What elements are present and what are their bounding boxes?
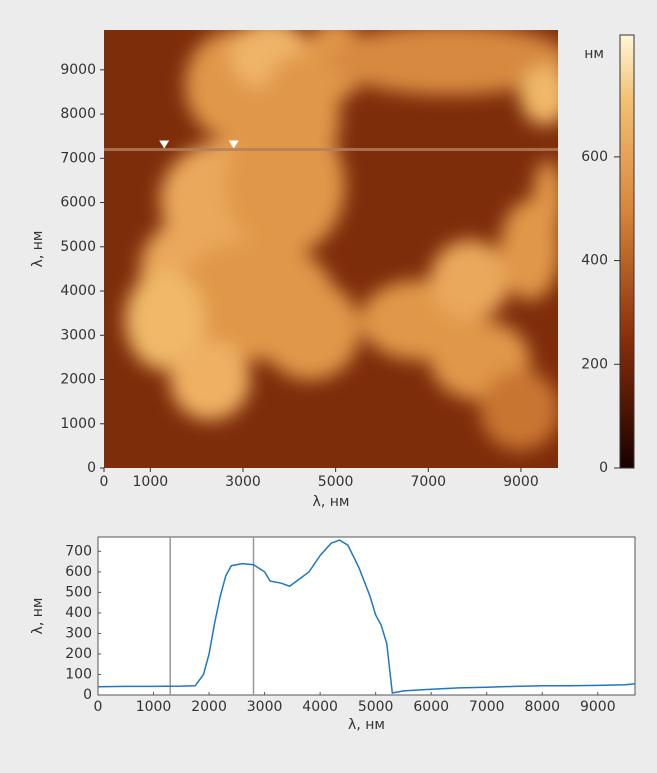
- x-tick-label: 1000: [133, 474, 169, 490]
- y-tick-label: 100: [65, 666, 92, 682]
- colorbar-tick-label: 600: [581, 149, 608, 165]
- profile-marker: [228, 140, 239, 149]
- y-tick-label: 700: [65, 543, 92, 559]
- colorbar-tick-label: 0: [599, 460, 608, 476]
- x-tick-label: 9000: [503, 474, 539, 490]
- y-tick-label: 2000: [60, 372, 96, 388]
- y-tick-label: 5000: [60, 239, 96, 255]
- x-tick-label: 2000: [191, 699, 227, 715]
- y-tick-label: 3000: [60, 327, 96, 343]
- colorbar-tick-label: 200: [581, 356, 608, 372]
- colorbar-label: нм: [584, 46, 604, 62]
- y-axis-label: λ, нм: [30, 231, 46, 268]
- colorbar: [619, 34, 635, 469]
- x-tick-label: 7000: [410, 474, 446, 490]
- x-tick-label: 8000: [524, 699, 560, 715]
- y-tick-label: 7000: [60, 150, 96, 166]
- y-tick-label: 500: [65, 584, 92, 600]
- y-axis-label: λ, нм: [30, 598, 46, 635]
- y-tick-label: 9000: [60, 62, 96, 78]
- profile-marker: [159, 140, 170, 149]
- y-tick-label: 4000: [60, 283, 96, 299]
- colorbar-tick-label: 400: [581, 253, 608, 269]
- y-tick-label: 300: [65, 625, 92, 641]
- y-tick-label: 0: [83, 687, 92, 703]
- y-tick-label: 400: [65, 605, 92, 621]
- y-tick-label: 600: [65, 564, 92, 580]
- x-axis-label: λ, нм: [313, 494, 350, 510]
- x-tick-label: 0: [94, 699, 103, 715]
- x-tick-label: 0: [100, 474, 109, 490]
- x-tick-label: 3000: [225, 474, 261, 490]
- x-tick-label: 9000: [580, 699, 616, 715]
- y-tick-label: 0: [87, 460, 96, 476]
- x-tick-label: 6000: [413, 699, 449, 715]
- afm-image: [104, 30, 558, 468]
- y-tick-label: 8000: [60, 106, 96, 122]
- profile-line: [97, 539, 636, 694]
- plot-area: [97, 536, 636, 696]
- x-axis-label: λ, нм: [348, 717, 385, 733]
- x-tick-label: 4000: [302, 699, 338, 715]
- x-tick-label: 7000: [469, 699, 505, 715]
- x-tick-label: 3000: [247, 699, 283, 715]
- x-tick-label: 5000: [318, 474, 354, 490]
- y-tick-label: 1000: [60, 416, 96, 432]
- y-tick-label: 6000: [60, 195, 96, 211]
- y-tick-label: 200: [65, 646, 92, 662]
- x-tick-label: 1000: [136, 699, 172, 715]
- x-tick-label: 5000: [358, 699, 394, 715]
